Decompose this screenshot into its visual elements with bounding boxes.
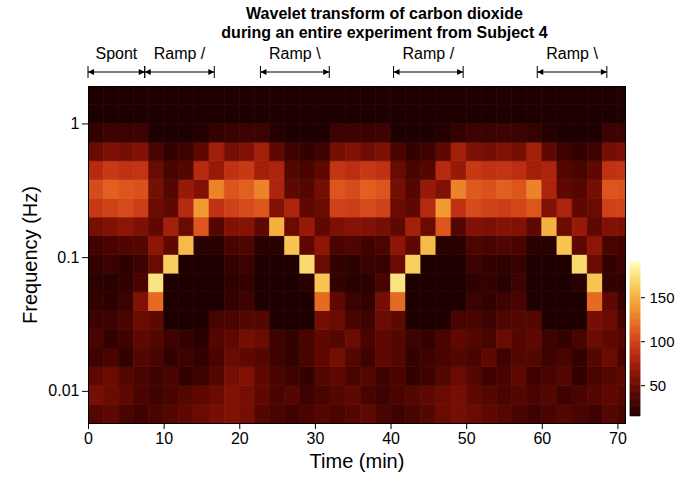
svg-text:Ramp \: Ramp \ (546, 45, 598, 62)
svg-text:20: 20 (231, 430, 249, 447)
svg-text:70: 70 (609, 430, 627, 447)
html-text:Wavelet transform of carbon di: Wavelet transform of carbon dioxide (246, 5, 523, 22)
svg-text:Time (min): Time (min) (310, 450, 405, 472)
svg-text:150: 150 (650, 289, 675, 306)
svg-text:100: 100 (650, 333, 675, 350)
svg-text:30: 30 (307, 430, 325, 447)
svg-text:Spont: Spont (95, 45, 137, 62)
svg-text:50: 50 (650, 377, 667, 394)
svg-text:Ramp /: Ramp / (154, 45, 206, 62)
svg-text:Ramp \: Ramp \ (269, 45, 321, 62)
html-text:during an entire experiment fr: during an entire experiment from Subject… (221, 24, 548, 41)
svg-text:0: 0 (84, 430, 93, 447)
svg-text:1: 1 (71, 115, 80, 132)
svg-text:50: 50 (458, 430, 476, 447)
svg-text:10: 10 (155, 430, 173, 447)
svg-text:0.1: 0.1 (57, 249, 79, 266)
svg-text:0.01: 0.01 (48, 382, 79, 399)
svg-text:Frequency (Hz): Frequency (Hz) (19, 186, 41, 324)
svg-text:Ramp /: Ramp / (403, 45, 455, 62)
svg-text:40: 40 (382, 430, 400, 447)
svg-text:60: 60 (533, 430, 551, 447)
